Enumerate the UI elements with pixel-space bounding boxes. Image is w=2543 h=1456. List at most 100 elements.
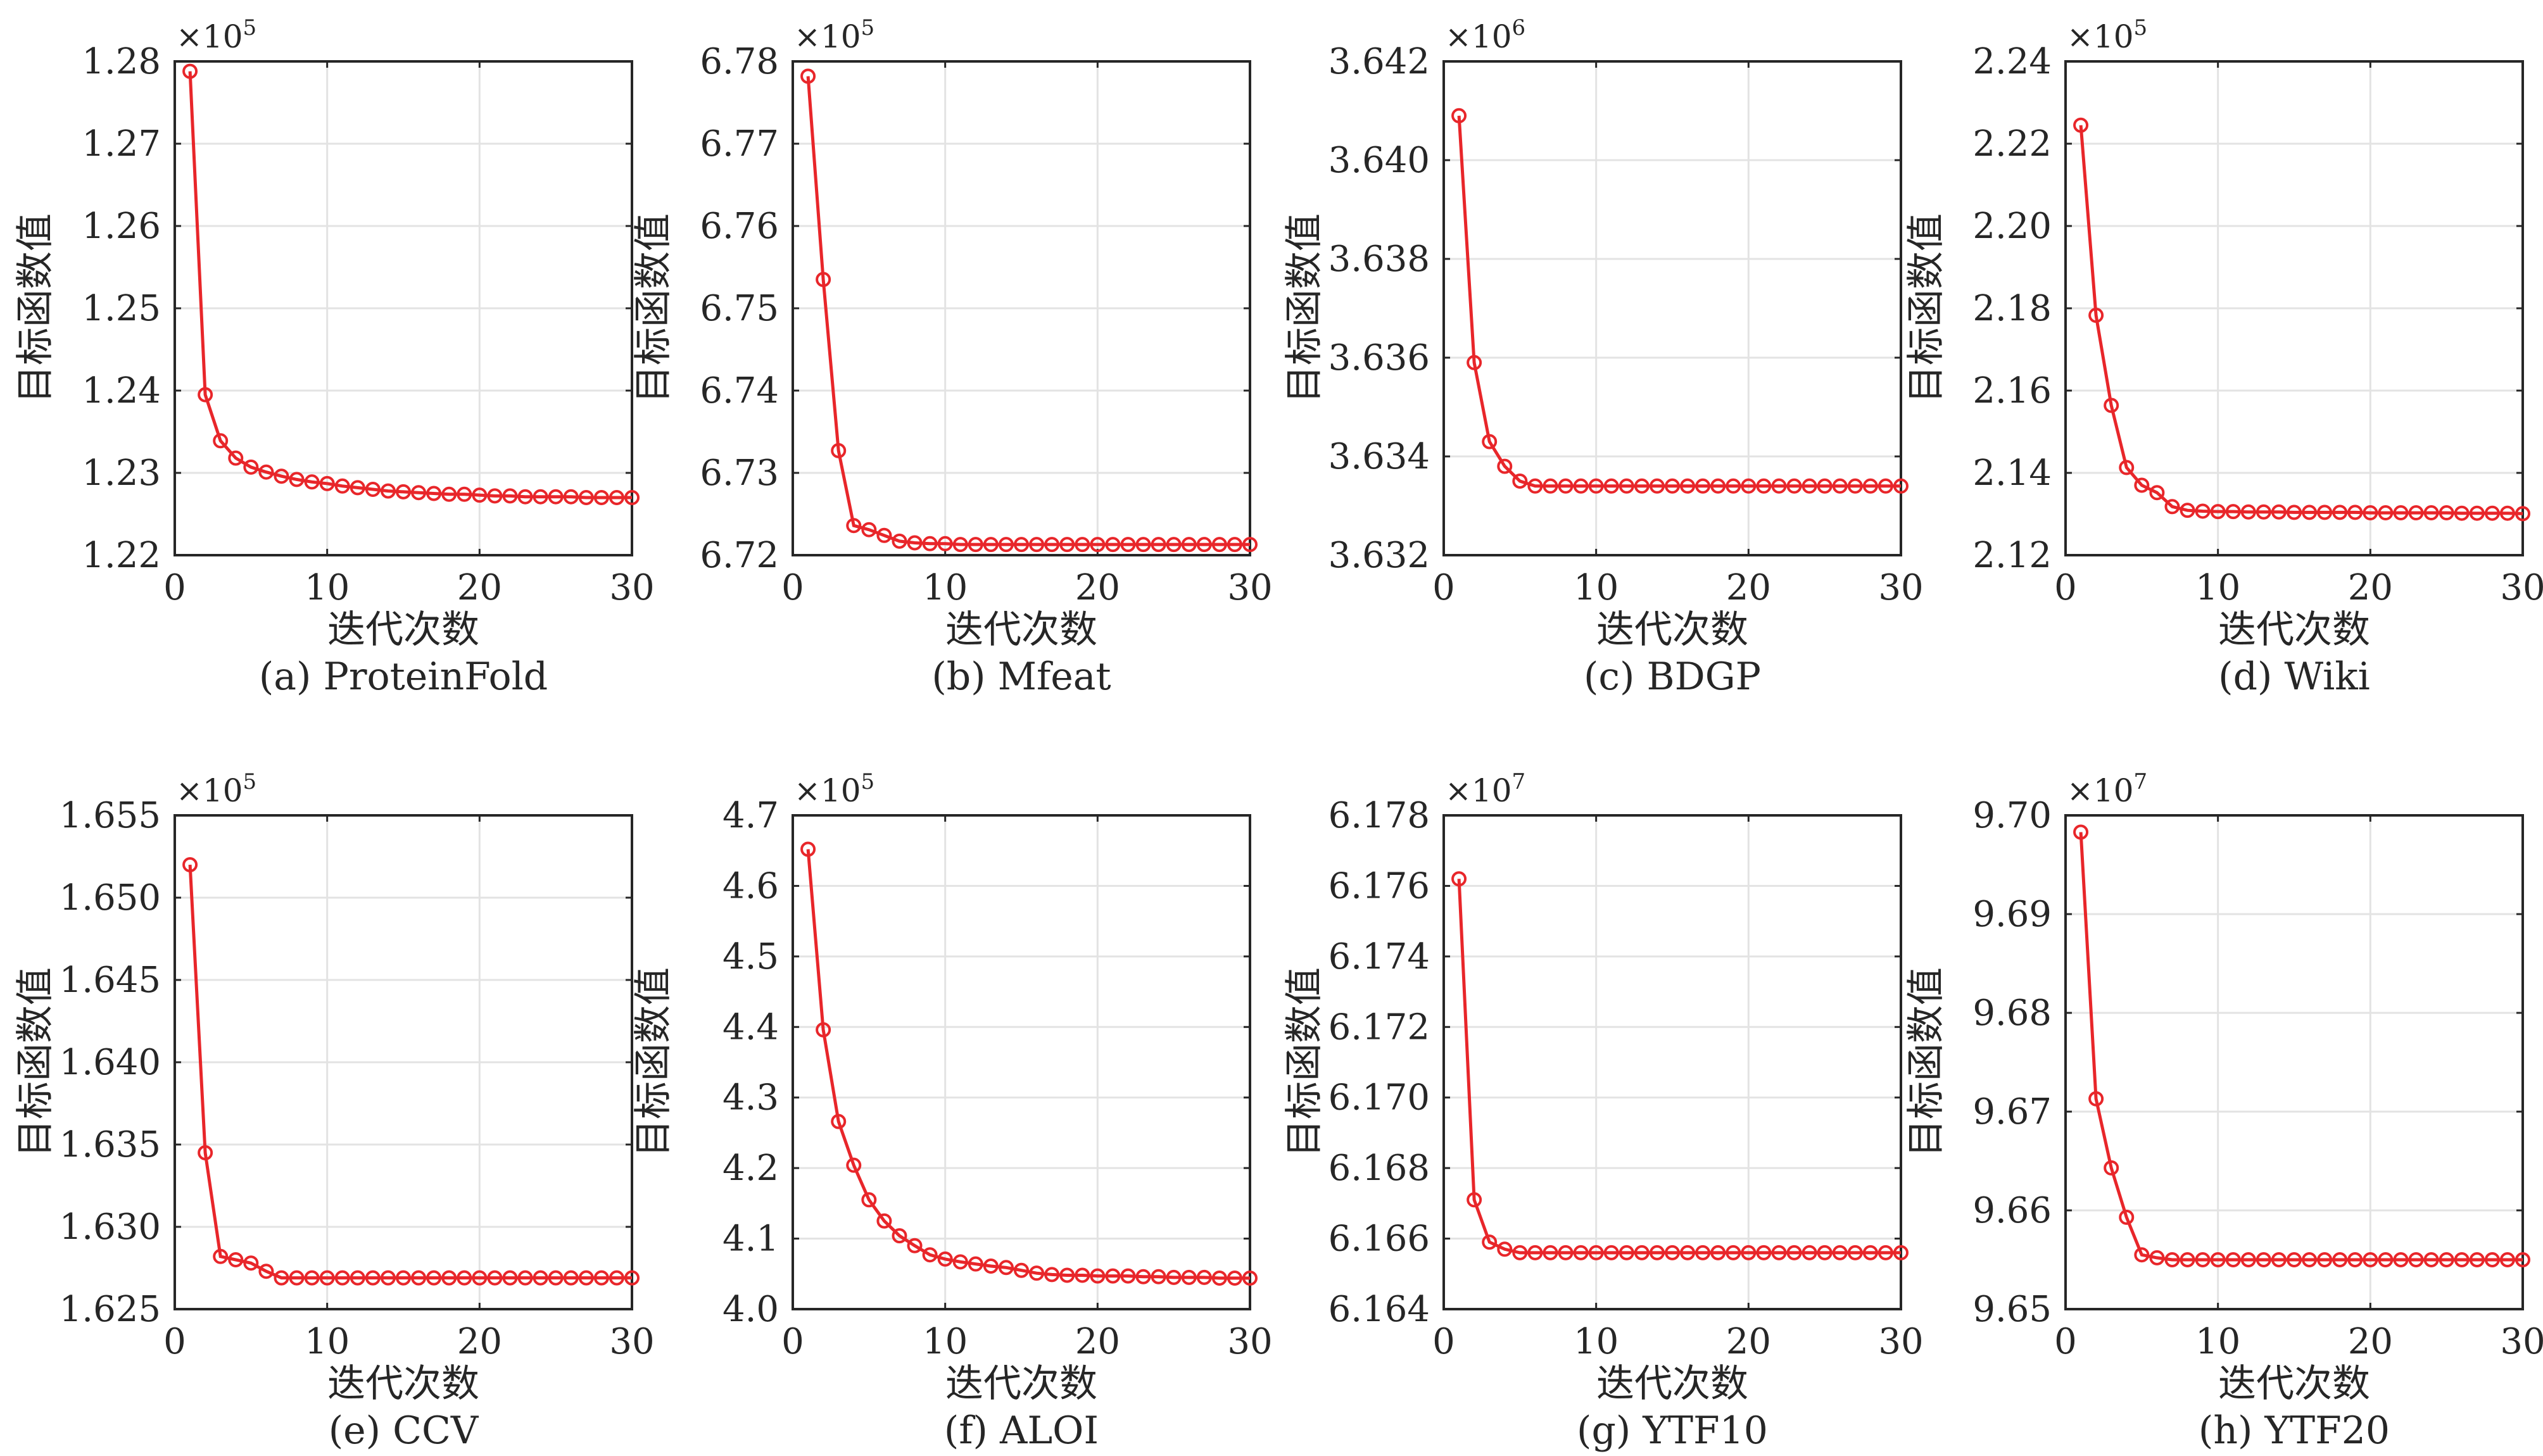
data-point bbox=[396, 1270, 411, 1286]
data-point bbox=[2256, 1252, 2271, 1267]
data-point bbox=[2240, 504, 2256, 520]
y-tick-label: 3.642 bbox=[1328, 41, 1430, 82]
y-tick-label: 2.20 bbox=[1972, 206, 2052, 247]
chart-panel: 0 10 20 30 2.12 2.14 2.16 2.18 2.20 2.22 2.24 ×105 目… bbox=[1904, 15, 2543, 699]
data-point bbox=[2378, 1252, 2394, 1267]
x-tick-label: 30 bbox=[1227, 1321, 1272, 1362]
x-tick-label: 10 bbox=[2195, 567, 2240, 608]
data-point bbox=[2454, 505, 2470, 521]
x-axis-label: 迭代次数 bbox=[327, 1362, 479, 1406]
y-tick-label: 6.75 bbox=[700, 288, 779, 329]
data-point bbox=[2287, 505, 2302, 520]
axis-multiplier: ×105 bbox=[2067, 15, 2147, 55]
series-line bbox=[806, 76, 1250, 546]
x-tick-label: 0 bbox=[781, 567, 804, 608]
y-tick-label: 6.73 bbox=[700, 453, 779, 494]
data-point bbox=[2439, 1252, 2454, 1267]
data-point bbox=[1786, 478, 1802, 494]
data-point bbox=[334, 1270, 350, 1286]
chart-panel: 0 10 20 30 1.625 1.630 1.635 1.640 1.645 1.650 1.6… bbox=[13, 769, 655, 1453]
data-point bbox=[1527, 478, 1543, 494]
data-point bbox=[1059, 537, 1075, 553]
data-point bbox=[1862, 1245, 1878, 1260]
data-point bbox=[2256, 504, 2271, 520]
panel-caption: (a) ProteinFold bbox=[259, 655, 548, 699]
data-point bbox=[2393, 505, 2409, 521]
data-point bbox=[2119, 1209, 2135, 1225]
data-point bbox=[1771, 1245, 1787, 1260]
x-tick-label: 20 bbox=[1726, 567, 1771, 608]
data-point bbox=[1135, 1269, 1151, 1284]
x-tick-label: 10 bbox=[1574, 1321, 1619, 1362]
data-point bbox=[1242, 537, 1258, 553]
y-tick-label: 4.2 bbox=[723, 1148, 779, 1189]
x-axis-label: 迭代次数 bbox=[1596, 1362, 1748, 1406]
data-point bbox=[1680, 1245, 1696, 1260]
plot-frame bbox=[2064, 814, 2524, 1310]
axis-multiplier: ×107 bbox=[2067, 769, 2147, 809]
data-point bbox=[952, 537, 968, 553]
series-line bbox=[806, 849, 1250, 1280]
panel-caption: (f) ALOI bbox=[944, 1409, 1099, 1453]
data-point bbox=[1695, 1245, 1711, 1260]
x-tick-label: 0 bbox=[1432, 567, 1455, 608]
data-point bbox=[1166, 537, 1182, 553]
data-point bbox=[502, 1270, 518, 1286]
y-tick-label: 9.68 bbox=[1972, 993, 2052, 1034]
data-point bbox=[1211, 1270, 1227, 1286]
y-tick-label: 6.176 bbox=[1328, 865, 1430, 907]
y-tick-label: 4.7 bbox=[723, 795, 779, 836]
data-point bbox=[876, 527, 892, 543]
y-tick-label: 1.25 bbox=[82, 288, 161, 329]
data-point bbox=[289, 1270, 305, 1286]
panel-caption: (h) YTF20 bbox=[2199, 1409, 2390, 1453]
axis-multiplier: ×105 bbox=[176, 769, 256, 809]
y-tick-label: 1.24 bbox=[82, 370, 161, 411]
y-tick-label: 6.172 bbox=[1328, 1007, 1430, 1048]
data-point bbox=[2180, 503, 2195, 518]
x-axis-label: 迭代次数 bbox=[2218, 1362, 2370, 1406]
data-point bbox=[578, 1270, 594, 1286]
axis-exponent: 5 bbox=[243, 769, 257, 794]
y-tick-label: 2.18 bbox=[1972, 288, 2052, 329]
axis-multiplier: ×105 bbox=[176, 15, 256, 55]
data-point bbox=[1014, 1262, 1029, 1278]
data-point bbox=[1029, 1265, 1045, 1281]
data-point bbox=[2134, 477, 2150, 493]
data-point bbox=[2225, 1252, 2241, 1267]
series-line bbox=[2079, 125, 2523, 515]
data-point bbox=[1090, 537, 1106, 553]
y-tick-label: 3.634 bbox=[1328, 436, 1430, 477]
data-point bbox=[1802, 478, 1817, 494]
data-point bbox=[2439, 505, 2454, 521]
data-point bbox=[1771, 478, 1787, 494]
chart-panel: 0 10 20 30 6.164 6.166 6.168 6.170 6.172 6.174 6.1… bbox=[1282, 769, 1924, 1453]
x-tick-label: 0 bbox=[163, 1321, 186, 1362]
data-point bbox=[1166, 1269, 1182, 1285]
x-axis-label: 迭代次数 bbox=[1596, 608, 1748, 652]
data-point bbox=[593, 490, 609, 505]
data-point bbox=[1120, 1268, 1136, 1284]
data-point bbox=[1497, 1241, 1513, 1257]
data-point bbox=[578, 490, 594, 505]
data-point bbox=[1196, 537, 1212, 553]
data-point bbox=[1573, 478, 1589, 494]
y-tick-label: 6.170 bbox=[1328, 1077, 1430, 1119]
data-point bbox=[2149, 485, 2165, 501]
x-tick-label: 20 bbox=[1075, 567, 1120, 608]
data-point bbox=[2347, 505, 2363, 520]
data-point bbox=[441, 486, 457, 502]
data-point bbox=[1105, 537, 1121, 553]
data-point bbox=[2347, 1252, 2363, 1267]
data-point bbox=[624, 490, 640, 505]
axis-exponent: 7 bbox=[2134, 769, 2148, 794]
x-tick-label: 30 bbox=[2500, 567, 2543, 608]
data-point bbox=[998, 1260, 1014, 1276]
data-point bbox=[1482, 1234, 1498, 1250]
data-point bbox=[2499, 505, 2515, 521]
y-axis-label: 目标函数值 bbox=[1904, 967, 1948, 1157]
data-point bbox=[1075, 1267, 1090, 1283]
y-tick-label: 4.4 bbox=[723, 1007, 779, 1048]
data-point bbox=[1543, 478, 1558, 494]
data-point bbox=[861, 1192, 877, 1208]
